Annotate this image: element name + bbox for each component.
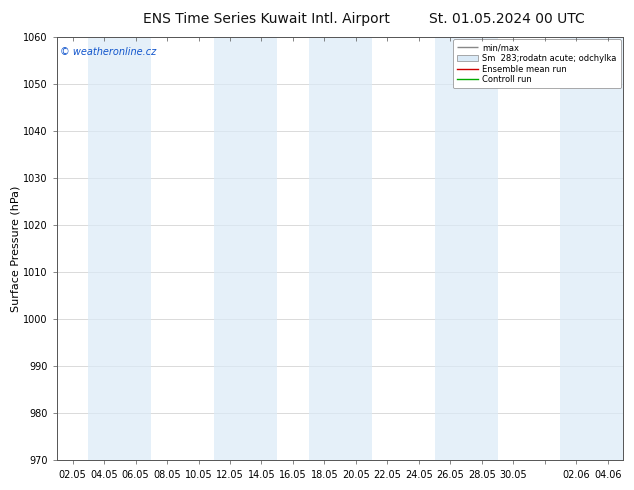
Bar [88, 37, 152, 461]
Text: ENS Time Series Kuwait Intl. Airport: ENS Time Series Kuwait Intl. Airport [143, 12, 390, 26]
Bar [309, 37, 372, 461]
Bar [434, 37, 498, 461]
Text: © weatheronline.cz: © weatheronline.cz [60, 47, 156, 57]
Y-axis label: Surface Pressure (hPa): Surface Pressure (hPa) [11, 185, 20, 312]
Text: St. 01.05.2024 00 UTC: St. 01.05.2024 00 UTC [429, 12, 585, 26]
Legend: min/max, Sm  283;rodatn acute; odchylka, Ensemble mean run, Controll run: min/max, Sm 283;rodatn acute; odchylka, … [453, 39, 621, 88]
Bar [560, 37, 623, 461]
Bar [214, 37, 277, 461]
